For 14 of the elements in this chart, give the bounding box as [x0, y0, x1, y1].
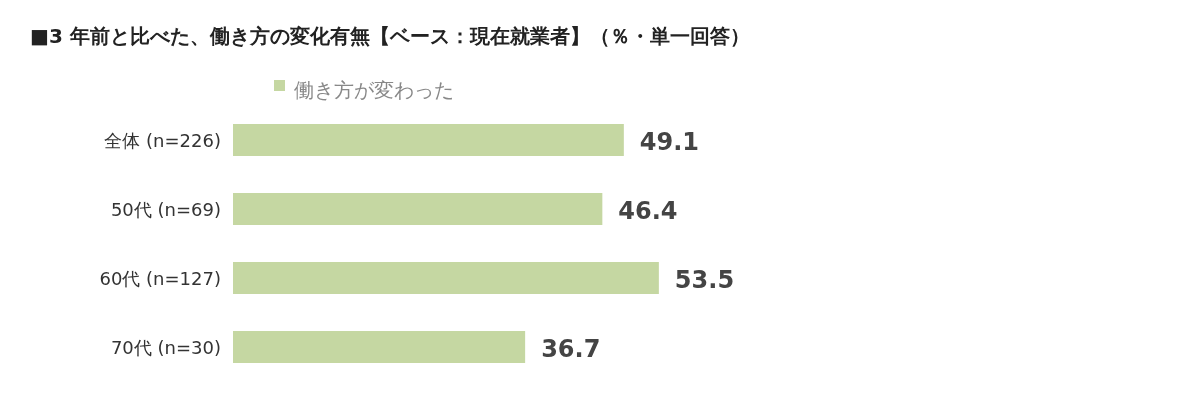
bar — [233, 124, 624, 156]
data-label: 46.4 — [618, 197, 678, 225]
bar — [233, 331, 526, 363]
data-label: 53.5 — [674, 266, 735, 294]
bar — [233, 262, 659, 294]
y-tick-label: 50代 (n=69) — [110, 198, 221, 220]
data-label: 49.1 — [639, 128, 700, 156]
y-tick-label: 70代 (n=30) — [110, 336, 221, 358]
chart-title: ■3 年前と比べた、働き方の変化有無【ベース：現在就業者】（％・単一回答） — [30, 24, 750, 48]
bar — [233, 193, 603, 225]
y-tick-label: 全体 (n=226) — [104, 129, 221, 151]
y-tick-label: 60代 (n=127) — [99, 267, 221, 289]
legend-label: 働き方が変わった — [294, 77, 454, 102]
data-label: 36.7 — [541, 335, 601, 363]
